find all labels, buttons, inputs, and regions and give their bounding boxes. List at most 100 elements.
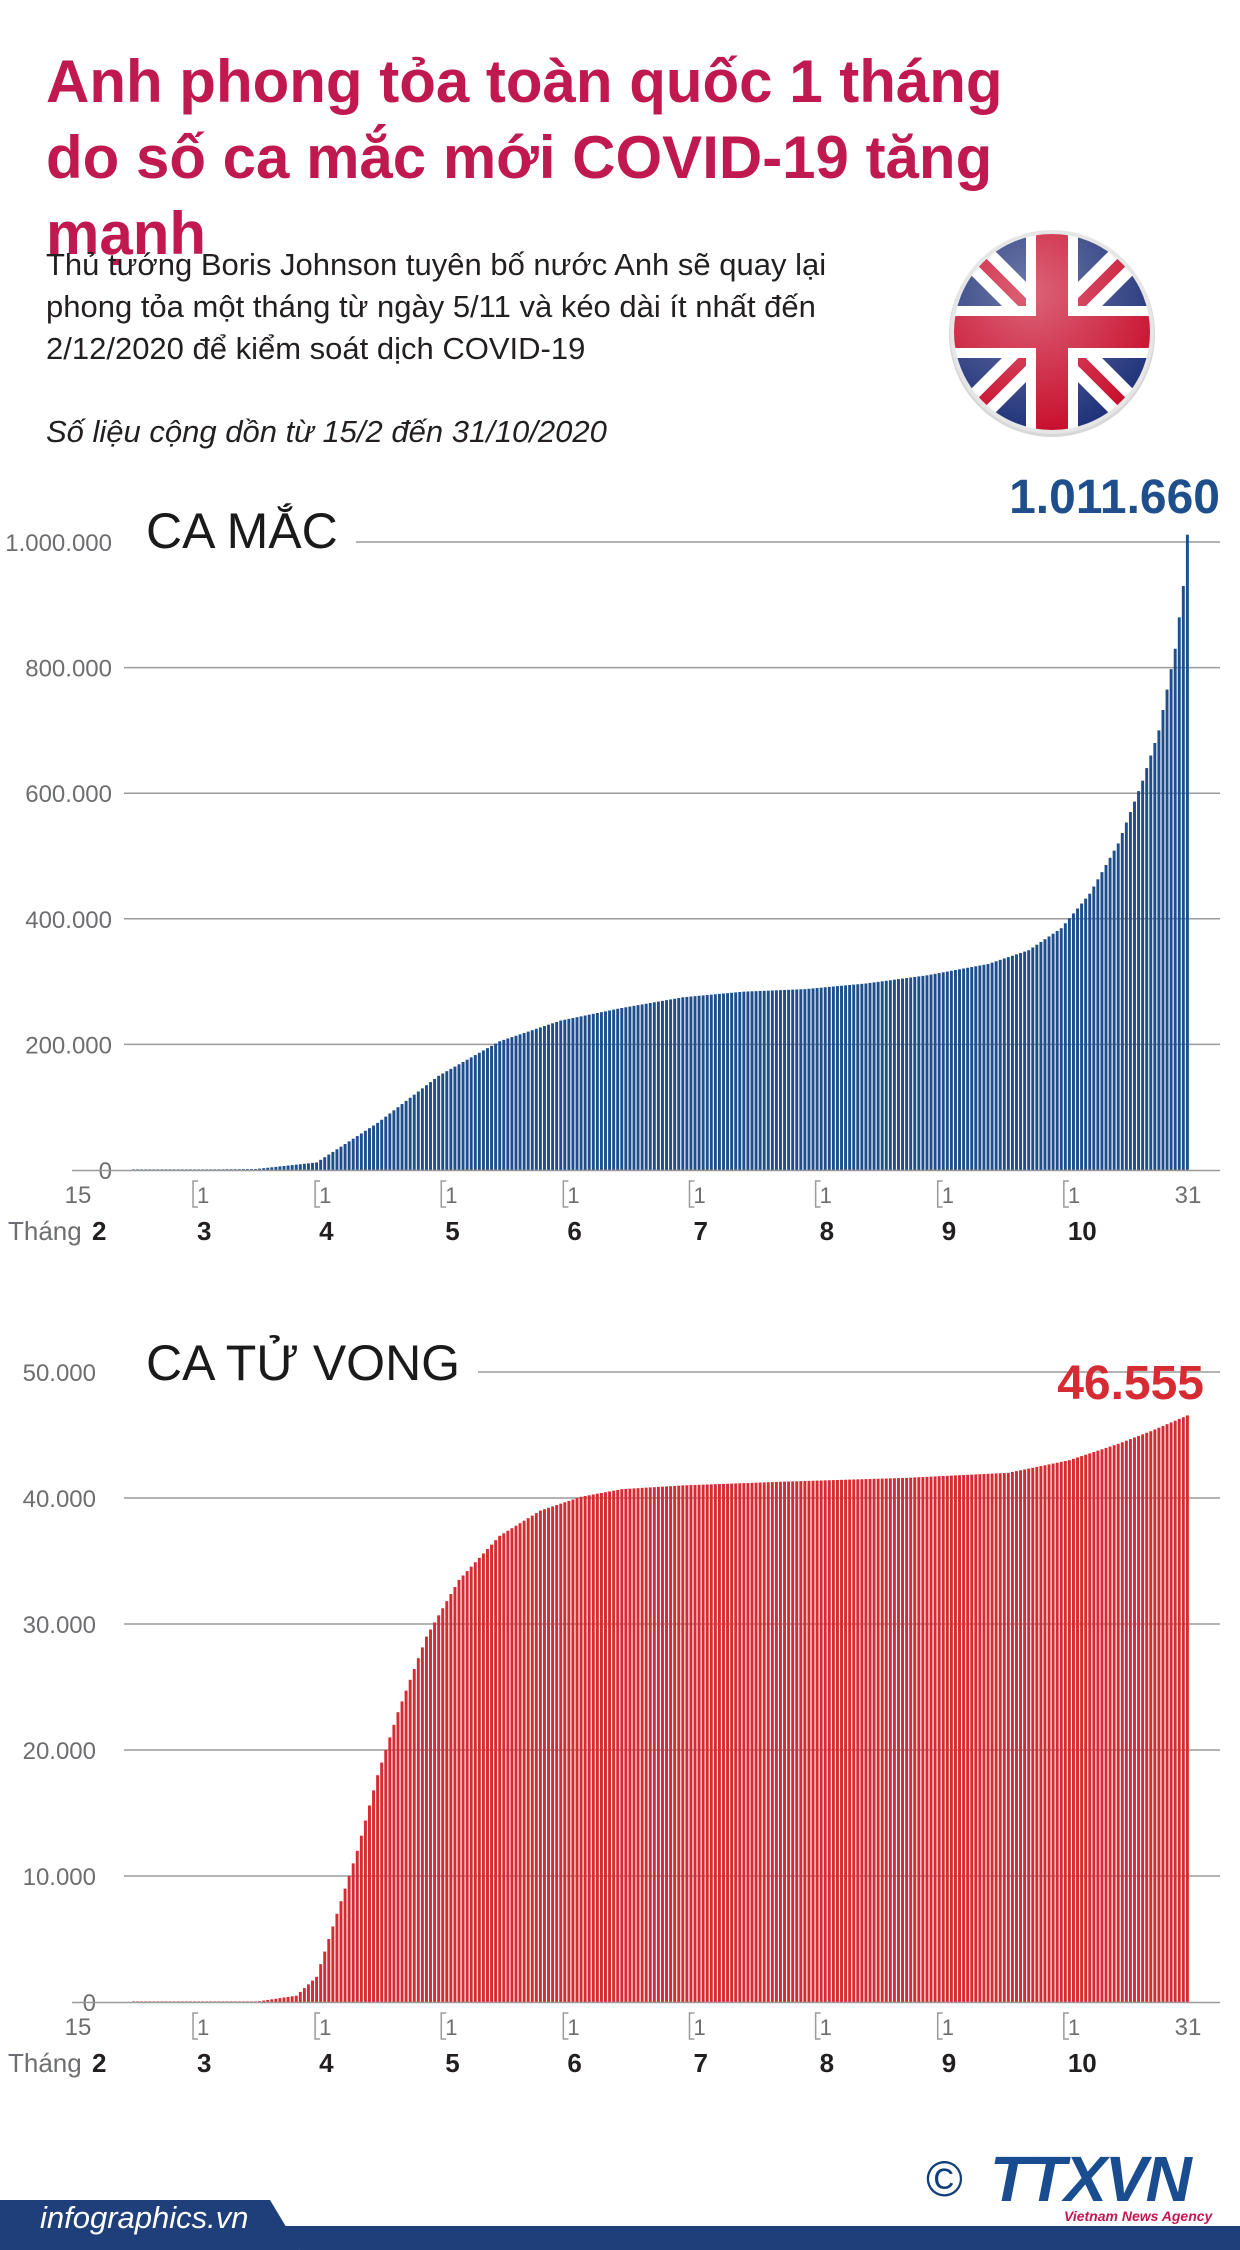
bar [1096, 879, 1100, 1170]
bar [978, 1474, 982, 2002]
bar [437, 1615, 441, 2002]
bar [258, 2001, 262, 2002]
bar [294, 1995, 298, 2002]
bar [575, 1017, 579, 1170]
bar [913, 976, 917, 1170]
bar [534, 1513, 538, 2002]
bar [538, 1510, 542, 2002]
y-tick-label: 0 [99, 1158, 112, 1185]
bar [1047, 936, 1051, 1170]
month-tick [688, 2012, 695, 2040]
month-label: 9 [942, 1216, 956, 1246]
bar [433, 1078, 437, 1170]
bar [1169, 669, 1173, 1170]
bar [490, 1544, 494, 2002]
bar [673, 998, 677, 1170]
bar [156, 2001, 160, 2002]
bar [571, 1018, 575, 1170]
bar [713, 994, 717, 1170]
bar [945, 971, 949, 1170]
bar [502, 1039, 506, 1170]
bar [1088, 893, 1092, 1170]
bar [628, 1488, 632, 2002]
month-label: 7 [693, 2048, 707, 2078]
bar [453, 1586, 457, 2002]
y-tick-label: 10.000 [23, 1864, 96, 1891]
bar [583, 1495, 587, 2002]
bar [372, 1790, 376, 2002]
bar [250, 2001, 253, 2002]
bar [587, 1014, 591, 1170]
bar [909, 1477, 913, 2002]
bar [355, 1850, 359, 2002]
bar [486, 1048, 489, 1170]
bar [795, 1481, 799, 2002]
bar [587, 1495, 591, 2002]
bar [677, 1485, 681, 2002]
bar [779, 1481, 782, 2002]
bar [750, 1482, 754, 2002]
bar [323, 1157, 327, 1170]
bar [477, 1052, 481, 1170]
bar [766, 1482, 770, 2002]
bar [1088, 1453, 1092, 2002]
bar [787, 1481, 791, 2002]
x-start-label: 15 [65, 1182, 92, 1209]
bar [518, 1523, 522, 2002]
bar [1027, 950, 1031, 1170]
bar [917, 1477, 921, 2002]
month-tick [814, 1180, 821, 1208]
bar [396, 1107, 400, 1170]
bar [949, 1475, 953, 2002]
bar [160, 1169, 164, 1170]
bar [632, 1005, 636, 1170]
bar [1071, 913, 1075, 1170]
bar [160, 2001, 164, 2002]
bar [1031, 947, 1035, 1170]
bar [925, 975, 929, 1170]
month-start-label: 1 [319, 1183, 331, 1208]
bar [754, 991, 758, 1170]
bar [392, 1110, 396, 1170]
bar [1181, 1417, 1185, 2002]
month-prefix-label: Tháng [8, 1216, 82, 1246]
bar [1055, 1462, 1059, 2002]
bar [990, 962, 994, 1170]
bar [380, 1762, 384, 2002]
bar [441, 1073, 445, 1170]
month-start-label: 1 [445, 2015, 457, 2040]
bar [1096, 1450, 1100, 2002]
bar [449, 1068, 453, 1170]
bar [872, 982, 876, 1170]
bar [693, 1484, 697, 2002]
month-label: 5 [445, 2048, 459, 2078]
month-tick [192, 1180, 199, 1208]
bar [709, 994, 713, 1170]
bar [355, 1136, 359, 1170]
bar [449, 1594, 453, 2002]
bar [807, 1480, 811, 2002]
bar [140, 2001, 144, 2002]
month-tick [814, 2012, 821, 2040]
bar [595, 1013, 599, 1170]
bar [811, 988, 815, 1170]
bar [559, 1503, 563, 2002]
bar [1161, 1425, 1165, 2002]
bar [762, 990, 766, 1170]
month-prefix-label: Tháng [8, 2048, 82, 2078]
bar [237, 2001, 241, 2002]
bar [469, 1057, 473, 1170]
bar [1128, 1439, 1132, 2002]
bar [856, 1479, 860, 2002]
bar [693, 996, 697, 1170]
bar [567, 1018, 571, 1170]
bar [970, 967, 974, 1170]
bar [1100, 1449, 1104, 2002]
bar [742, 1483, 746, 2002]
bar [404, 1100, 408, 1170]
bar [363, 1820, 367, 2002]
bar [1019, 952, 1023, 1170]
bar [648, 1487, 652, 2002]
bar [783, 1481, 787, 2002]
bar [388, 1737, 392, 2002]
